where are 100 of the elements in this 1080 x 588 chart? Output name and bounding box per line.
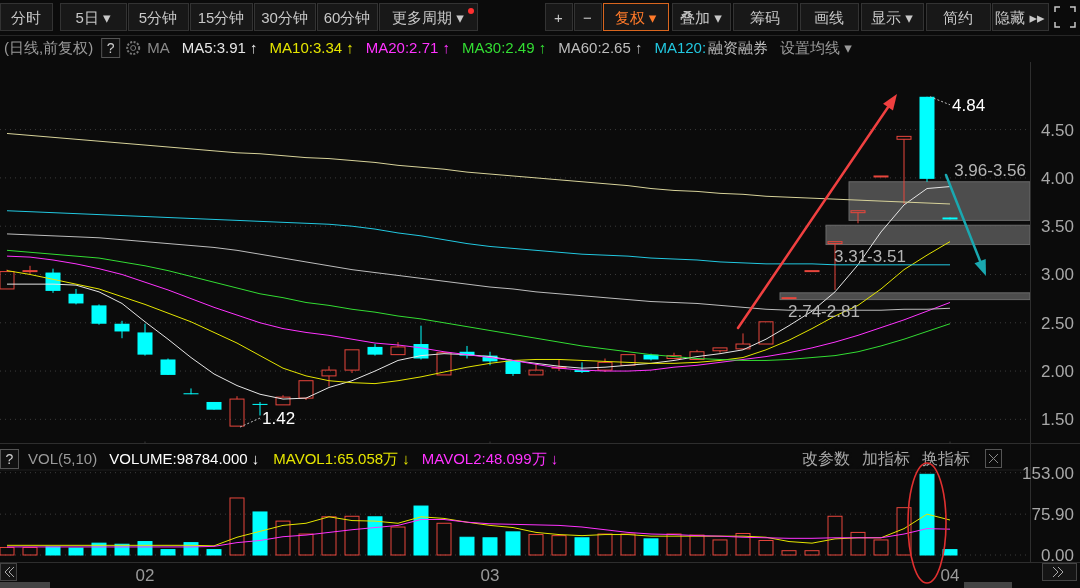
- text: VOLUME:98784.000 ↓: [109, 450, 260, 467]
- candlestick: [114, 320, 130, 339]
- bar: [781, 550, 797, 556]
- bar: [620, 533, 636, 556]
- y-tick-label: 1.50: [1040, 410, 1074, 430]
- text: MA20:2.71 ↑: [365, 39, 450, 56]
- text: MA5:3.91 ↑: [181, 39, 258, 56]
- candlestick: [689, 349, 705, 360]
- text: 筹码: [750, 9, 780, 26]
- candlestick: [804, 270, 820, 273]
- bar: [482, 537, 498, 556]
- y-tick-label: 4.00: [1040, 168, 1074, 188]
- bar: [735, 532, 751, 556]
- text: MA: [147, 39, 170, 56]
- bar: [505, 531, 521, 556]
- bar: [367, 516, 383, 556]
- bar: [804, 550, 820, 556]
- text: ?: [106, 40, 115, 56]
- text: −: [583, 9, 593, 26]
- y-tick-label: 2.00: [1040, 362, 1074, 382]
- bar: [206, 549, 222, 556]
- bar: [919, 473, 935, 556]
- annotation: 4.84: [952, 95, 986, 115]
- chart-subtitle: (日线,前复权): [4, 39, 94, 56]
- y-tick-label: 2.50: [1040, 313, 1074, 333]
- text: 设置均线 ▾: [780, 39, 853, 56]
- y-tick-label: 75.90: [1031, 505, 1074, 525]
- line-series: [6, 241, 951, 385]
- text: 复权 ▾: [614, 9, 657, 26]
- y-tick-label: 0.00: [1040, 546, 1074, 565]
- bar: [0, 546, 15, 556]
- text: ?: [5, 451, 14, 467]
- bar: [666, 533, 682, 556]
- bar: [528, 534, 544, 556]
- y-tick-label: 4.50: [1040, 120, 1074, 140]
- candlestick: [229, 395, 245, 427]
- bar: [321, 516, 337, 556]
- text: 显示 ▾: [871, 9, 914, 26]
- text: VOL(5,10): [28, 450, 98, 467]
- bar: [160, 549, 176, 556]
- y-tick-label: 3.50: [1040, 217, 1074, 237]
- candlestick: [137, 323, 153, 357]
- x-tick-label: 03: [480, 566, 500, 585]
- bar: [689, 534, 705, 556]
- text: 更多周期 ▾: [392, 9, 465, 26]
- text: +: [554, 9, 564, 26]
- candlestick: [896, 135, 912, 205]
- candlestick: [298, 380, 314, 401]
- text: MA120:: [654, 39, 707, 56]
- candlestick: [850, 210, 866, 224]
- bar: [413, 505, 429, 556]
- bar: [229, 497, 245, 556]
- text: MAVOL2:48.099万 ↓: [421, 450, 559, 467]
- candlestick: [712, 347, 728, 354]
- band-label: 3.96-3.56: [954, 160, 1026, 180]
- text: MA60:2.65 ↑: [558, 39, 643, 56]
- text: 换指标: [922, 450, 970, 467]
- bar: [252, 511, 268, 556]
- bar: [68, 547, 84, 556]
- text: MA30:2.49 ↑: [461, 39, 547, 56]
- text: 分时: [11, 9, 41, 26]
- text: 隐藏 ▸▸: [995, 9, 1046, 26]
- candlestick: [735, 332, 751, 350]
- candlestick: [344, 349, 360, 374]
- text: 改参数: [802, 450, 850, 467]
- text: MA10:3.34 ↑: [269, 39, 354, 56]
- text: 30分钟: [261, 9, 308, 26]
- bar: [827, 515, 843, 556]
- text: 15分钟: [197, 9, 245, 26]
- bar: [390, 526, 406, 556]
- text: 5分钟: [138, 9, 178, 26]
- candlestick: [781, 297, 797, 300]
- text: 60分钟: [323, 9, 371, 26]
- candlestick: [873, 175, 889, 178]
- bar: [873, 539, 889, 556]
- annotation: 1.42: [262, 409, 296, 429]
- text: 融资融券: [708, 39, 769, 56]
- x-tick-label: 02: [135, 566, 155, 585]
- bar: [597, 533, 613, 556]
- line-series: [6, 186, 951, 400]
- bar: [850, 531, 866, 556]
- x-tick-label: 04: [940, 566, 960, 585]
- line-series: [6, 132, 951, 205]
- bar: [459, 536, 475, 556]
- candlestick: [183, 387, 199, 395]
- candlestick: [275, 394, 291, 406]
- bar: [298, 533, 314, 556]
- bar: [436, 522, 452, 556]
- candlestick: [758, 321, 774, 345]
- bar: [574, 537, 590, 556]
- bar: [275, 520, 291, 556]
- bar: [942, 549, 958, 556]
- text: 5日 ▾: [75, 9, 111, 26]
- candlestick: [528, 362, 544, 376]
- text: 加指标: [862, 450, 910, 467]
- text: 简约: [943, 9, 973, 26]
- text: 画线: [814, 9, 844, 26]
- candlestick: [91, 303, 107, 326]
- y-tick-label: 3.00: [1040, 265, 1074, 285]
- bar: [758, 539, 774, 556]
